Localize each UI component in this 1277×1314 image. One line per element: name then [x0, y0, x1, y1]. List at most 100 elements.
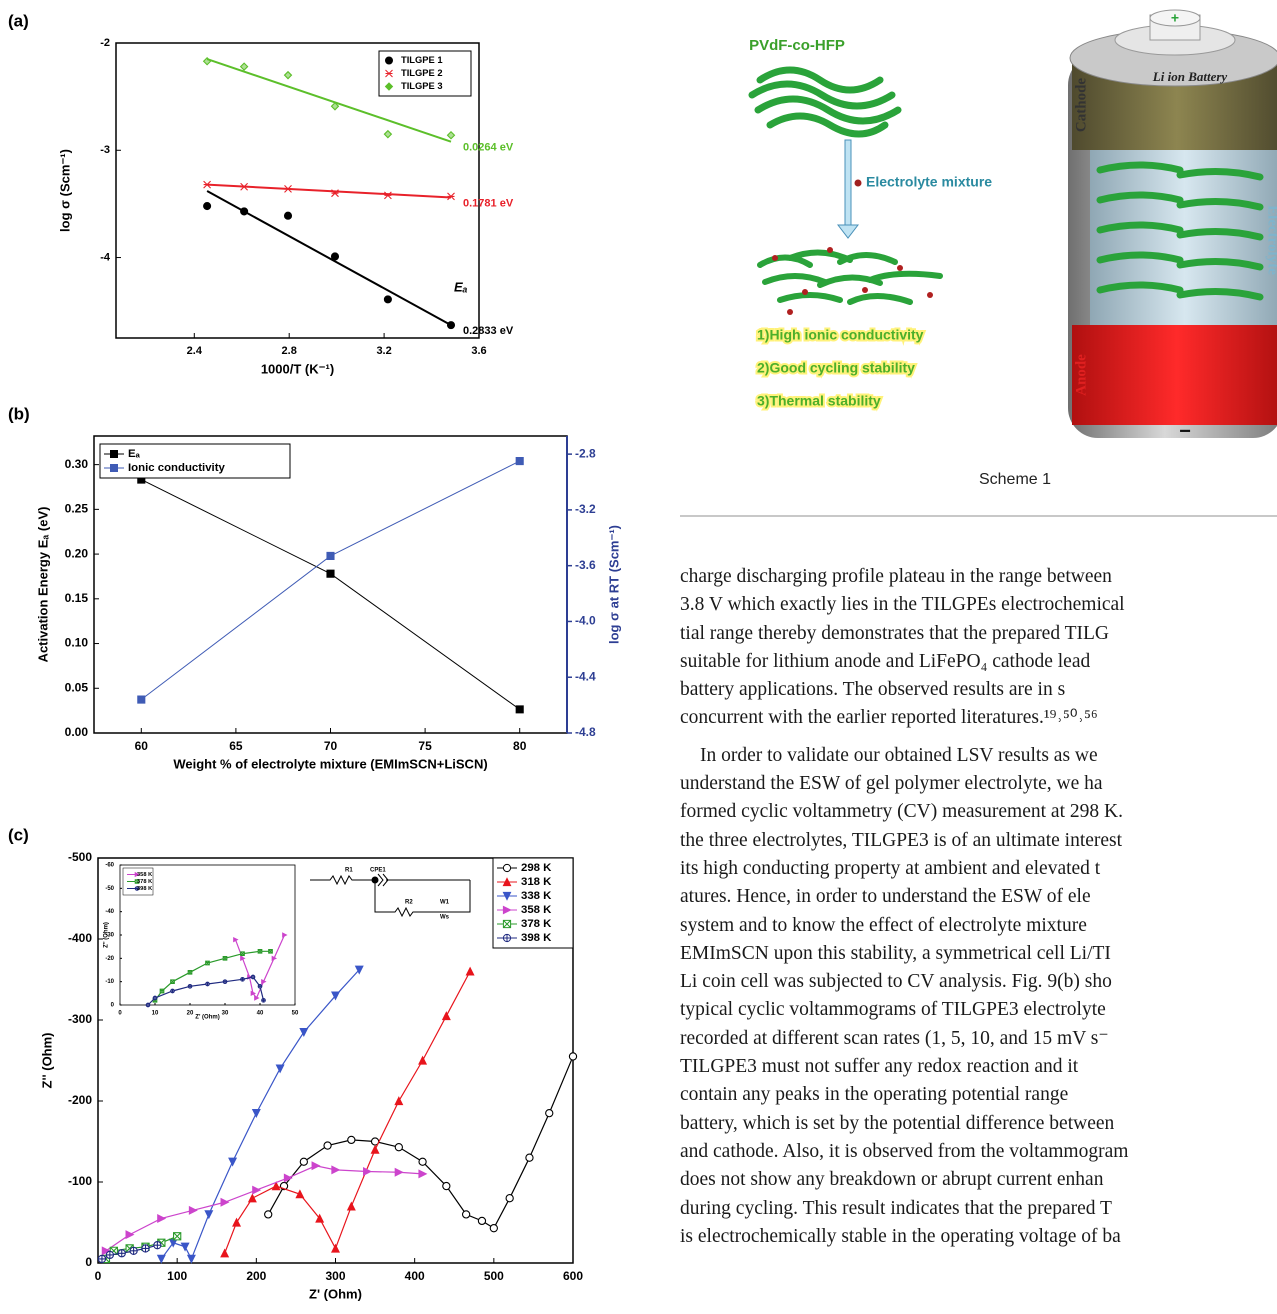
data-point [220, 1248, 230, 1258]
legend-marker [502, 877, 512, 887]
data-point [156, 1254, 166, 1264]
ion-dot [854, 179, 862, 187]
data-point [383, 129, 393, 139]
data-point [240, 955, 246, 962]
polymer-coil [748, 66, 902, 138]
minus-sign: − [1179, 420, 1191, 442]
data-point [354, 965, 364, 975]
data-point [383, 295, 392, 304]
y-tick-label: -100 [68, 1174, 92, 1188]
legend-marker [502, 905, 512, 915]
x-tick-label: 600 [563, 1269, 583, 1283]
y-tick-label: -50 [105, 886, 114, 892]
data-point [222, 955, 228, 961]
y-tick-label: 0.00 [65, 725, 89, 739]
data-point [232, 1217, 242, 1227]
data-point [101, 1246, 111, 1256]
energy-label: 0.1781 eV [463, 197, 514, 209]
chart: 60 65 70 75 80 0.00 0.05 0.10 0.15 0.20 0.25 0.30 -2… [8, 404, 621, 771]
data-point [186, 1254, 196, 1264]
x-tick-label: 10 [152, 1011, 159, 1017]
property: 3)Thermal stability [757, 393, 881, 409]
legend-marker [502, 891, 512, 901]
x-axis-title: 1000/T (K⁻¹) [261, 361, 334, 376]
x-axis-title: Z' (Ohm) [309, 1286, 362, 1301]
data-point [515, 457, 524, 466]
y-tick-label: 0.05 [65, 680, 89, 694]
data-point [240, 182, 249, 191]
y-tick-label: -40 [105, 909, 114, 915]
data-point [97, 1254, 107, 1264]
data-point [441, 1011, 451, 1021]
x-tick-label: 60 [135, 739, 149, 753]
y-tick-label: -60 [105, 863, 114, 869]
data-point [228, 1157, 238, 1167]
y2-axis-title: log σ at RT (Scm⁻¹) [606, 525, 621, 644]
data-point [505, 1194, 514, 1203]
y-tick-label: -2 [100, 37, 110, 49]
data-point [153, 1241, 162, 1250]
circuit-label: R2 [405, 900, 413, 906]
data-point [347, 1135, 356, 1145]
data-point [105, 1250, 115, 1260]
data-point [346, 1201, 356, 1211]
legend-label: 378 K [137, 879, 153, 885]
y-tick-label: 0.15 [65, 591, 89, 605]
legend-marker [134, 886, 140, 891]
data-point [240, 951, 245, 957]
panel-label: (a) [8, 11, 29, 30]
x-tick-label: 30 [222, 1011, 229, 1017]
legend-marker [502, 863, 512, 873]
x-tick-label: 2.8 [282, 345, 297, 357]
y-tick-label: 0 [85, 1255, 92, 1269]
circuit-labels: R1 CPE1 R2 W1 Ws [345, 868, 450, 921]
series-line [141, 479, 520, 710]
text-line: Li coin cell was subjected to CV analysi… [680, 971, 1112, 993]
text-line: the three electrolytes, TILGPE3 is of an… [680, 829, 1123, 851]
body-text: charge discharging profile plateau in th… [680, 563, 1277, 1251]
annotation: Eₐ [454, 279, 468, 294]
y-tick-label: -4 [100, 251, 111, 263]
data-point [446, 130, 456, 140]
legend-box [378, 50, 472, 97]
text-line: during cycling. This result indicates th… [680, 1197, 1112, 1219]
text-line: understand the ESW of gel polymer electr… [680, 773, 1103, 795]
data-point [442, 1181, 451, 1191]
legend-label: Eₐ [128, 448, 141, 460]
x-tick-label: 0 [95, 1269, 102, 1283]
legend-marker [384, 82, 394, 91]
chart: 0 100 200 300 400 500 6000-100-200-300-400-500… [8, 825, 583, 1301]
battery-title: Li ion Battery [1152, 69, 1228, 84]
y-axis-title: Activation Energy Eₐ (eV) [35, 507, 50, 663]
data-point [446, 321, 456, 330]
chart: 0 10 20 30 40 50 0 -10 -20 -30 -40 -50 -60 Z' (Ohm) Z'… [104, 863, 299, 1021]
legend-marker [502, 919, 512, 929]
legend-marker [502, 933, 512, 943]
data-point [284, 185, 292, 193]
data-point [315, 1213, 325, 1223]
fit-line [206, 190, 452, 327]
terminal-top [1149, 9, 1201, 27]
text-line: is electrochemically stable in the opera… [680, 1225, 1121, 1247]
data-point [323, 1141, 332, 1150]
x-tick-label: 0 [118, 1011, 122, 1017]
data-point [141, 1244, 150, 1253]
data-point [261, 997, 266, 1003]
data-point [187, 984, 193, 989]
chart: 2.4 2.8 3.2 3.6 -2 -3 -4 1000/T (K⁻¹) log σ (Scm… [8, 11, 514, 376]
y-tick-label: 0.10 [65, 636, 89, 650]
data-point [125, 1230, 135, 1240]
gel-network [757, 249, 943, 305]
data-point [170, 979, 175, 985]
data-point [271, 955, 278, 962]
y-tick-label: -20 [105, 956, 114, 962]
y-tick-label: 0.20 [65, 546, 89, 560]
text-line: formed cyclic voltammetry (CV) measureme… [680, 801, 1123, 823]
data-point [240, 977, 245, 982]
legend-label: 358 K [521, 904, 552, 916]
data-point [299, 1028, 309, 1037]
text-line: does not show any breakdown or abrupt cu… [680, 1169, 1104, 1191]
data-point [137, 695, 146, 704]
fit-line [206, 58, 452, 143]
